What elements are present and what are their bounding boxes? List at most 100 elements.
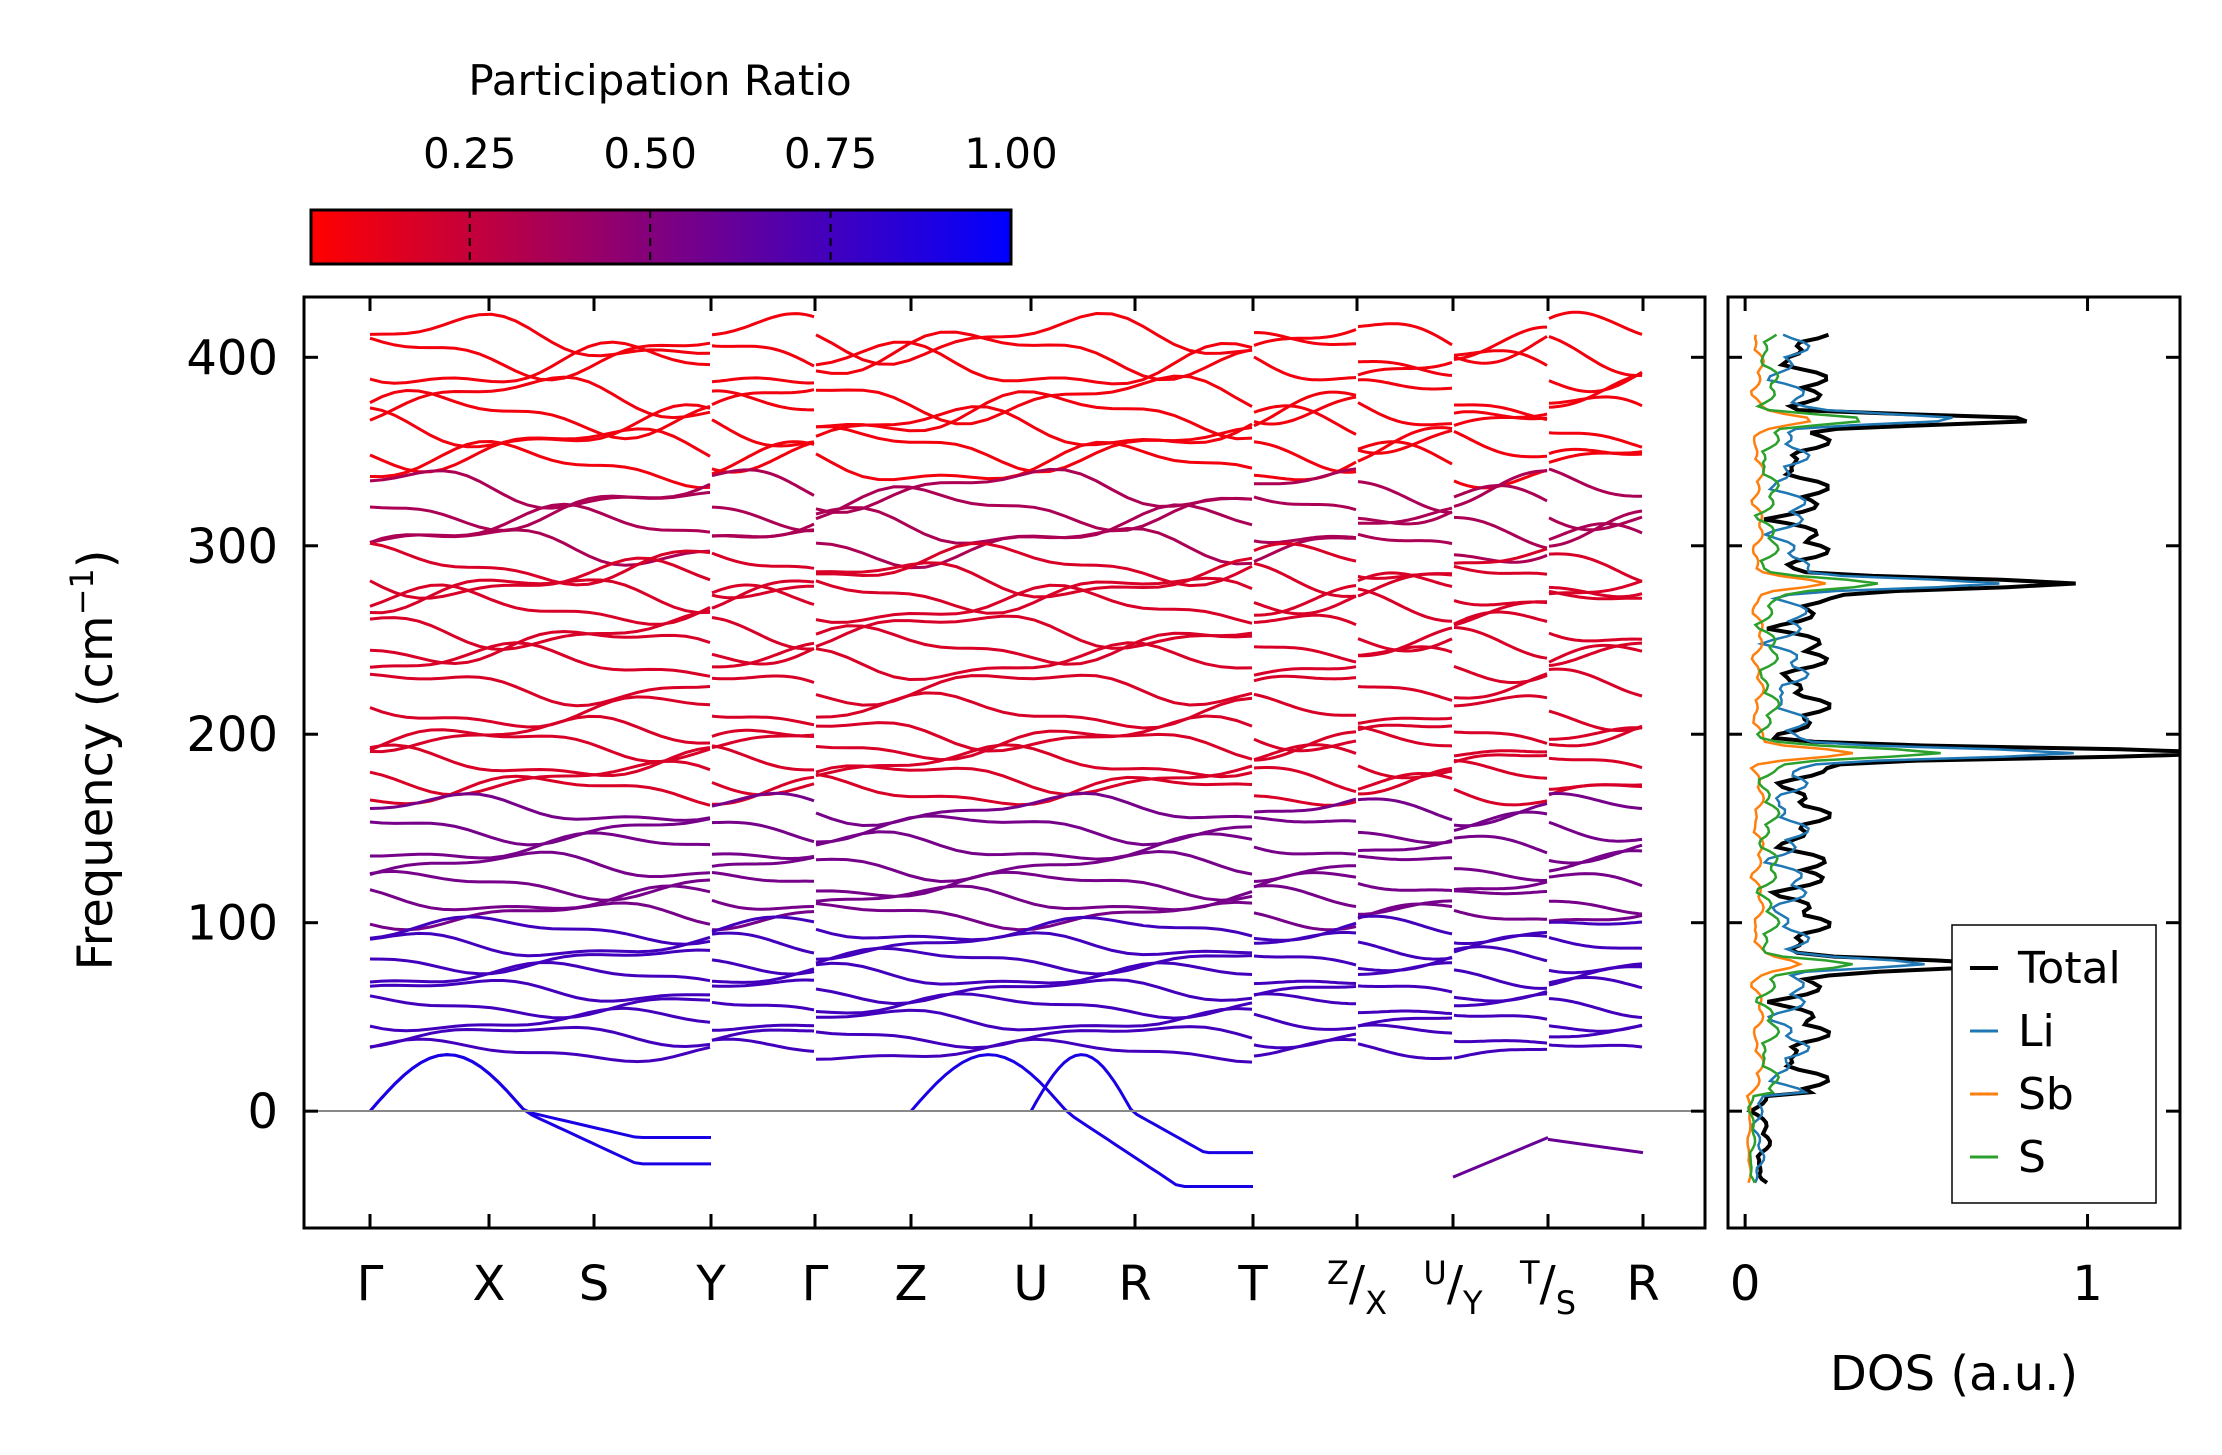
colorbar-label: Participation Ratio (468, 56, 851, 105)
phonon-band (1253, 797, 1357, 814)
band-x-ticks: Γ X S Y Γ Z U R T Z/X U/Y T/S R (357, 297, 1660, 1322)
x-tick-label: Γ (357, 1256, 384, 1312)
phonon-band (815, 485, 1253, 533)
phonon-band (711, 744, 814, 772)
dos-frame (1726, 295, 2182, 1230)
y-tick-label: 400 (186, 330, 278, 386)
phonon-band (1357, 401, 1453, 427)
phonon-band (369, 850, 711, 878)
phonon-band (1453, 867, 1548, 882)
phonon-band (1357, 902, 1453, 920)
x-tick-label: T/S (1519, 1254, 1576, 1322)
phonon-band (711, 714, 815, 727)
phonon-band (369, 629, 711, 666)
dos-x-tick-label: 1 (2072, 1256, 2103, 1312)
phonon-band (1548, 709, 1643, 733)
phonon-band (1548, 872, 1643, 888)
phonon-band (1453, 515, 1548, 550)
phonon-band (1453, 547, 1548, 565)
legend-box (1951, 924, 2157, 1204)
phonon-band (1253, 692, 1356, 717)
phonon-band (369, 541, 711, 587)
phonon-band (711, 931, 815, 955)
phonon-band (1357, 378, 1453, 391)
phonon-band (815, 1037, 1253, 1064)
phonon-band (815, 390, 1253, 441)
dos-curve-sb (1745, 334, 1854, 1184)
phonon-band (1357, 838, 1453, 853)
phonon-band (1548, 849, 1643, 873)
phonon-band (1253, 665, 1357, 677)
phonon-band (1253, 536, 1357, 563)
phonon-band (711, 728, 815, 738)
phonon-band (1357, 772, 1453, 791)
phonon-band (711, 616, 815, 651)
phonon-band (815, 556, 1253, 599)
y-tick-label: 300 (186, 519, 278, 575)
phonon-band (1253, 992, 1357, 1006)
phonon-band (1548, 431, 1643, 449)
phonon-band (711, 376, 815, 385)
phonon-band (815, 978, 1253, 1006)
x-tick-label: U/Y (1423, 1254, 1483, 1322)
phonon-band (1357, 360, 1453, 377)
phonon-band (1357, 572, 1453, 598)
phonon-band (1548, 976, 1643, 990)
phonon-band (1253, 737, 1357, 753)
phonon-band (815, 440, 1253, 482)
phonon-band (1453, 968, 1548, 990)
dos-x-tick-label: 0 (1730, 1256, 1761, 1312)
colorbar-tick-label: 0.25 (423, 129, 517, 178)
phonon-band (711, 584, 814, 600)
phonon-band (1253, 1012, 1357, 1031)
colorbar: Participation Ratio 0.25 0.50 0.75 1.00 (309, 56, 1058, 266)
phonon-band (369, 1037, 711, 1064)
phonon-band (369, 759, 711, 797)
phonon-band (1548, 395, 1643, 408)
legend-label: Total (2017, 943, 2121, 994)
x-tick-label: Z/X (1327, 1254, 1387, 1322)
phonon-band (711, 852, 815, 860)
phonon-band (1453, 787, 1548, 807)
phonon-band (369, 312, 711, 358)
phonon-band (712, 641, 815, 669)
phonon-band (369, 915, 711, 946)
phonon-band (1548, 641, 1643, 667)
phonon-band (1548, 552, 1643, 583)
phonon-band (1548, 643, 1643, 664)
phonon-band (815, 743, 1253, 779)
phonon-band (1253, 954, 1357, 967)
phonon-band (1357, 716, 1453, 725)
phonon-band (1253, 815, 1357, 824)
phonon-band (711, 871, 815, 883)
phonon-band (1357, 984, 1453, 994)
phonon-band (369, 583, 711, 626)
phonon-band (369, 439, 711, 490)
phonon-band (1548, 726, 1643, 741)
phonon-band (815, 946, 1253, 976)
acoustic-branch (909, 1053, 1253, 1188)
phonon-band (1357, 1042, 1453, 1060)
phonon-band (815, 583, 1253, 625)
phonon-band (1253, 584, 1357, 617)
y-tick-label: 200 (186, 707, 278, 763)
phonon-band (815, 830, 1253, 861)
phonon-band (1253, 594, 1357, 616)
dos-curve-s (1747, 333, 1941, 1184)
acoustic-branch (368, 1053, 711, 1139)
phonon-band (369, 792, 711, 822)
phonon-band (369, 609, 711, 652)
phonon-band (1453, 753, 1548, 764)
phonon-band (815, 729, 1253, 762)
phonon-band (1253, 930, 1357, 945)
phonon-band (1358, 1009, 1453, 1016)
phonon-band (1453, 672, 1548, 700)
phonon-band (1453, 1047, 1547, 1060)
phonon-band (1453, 564, 1548, 576)
phonon-band (711, 418, 815, 448)
phonon-band (1548, 335, 1643, 377)
phonon-band (1548, 467, 1642, 498)
phonon-band (369, 528, 711, 567)
phonon-band (1253, 1038, 1357, 1058)
